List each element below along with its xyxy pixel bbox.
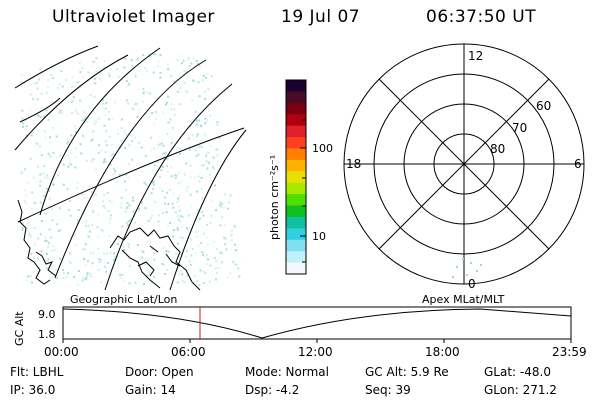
ip-status: IP: 36.0 bbox=[10, 383, 56, 397]
timeline-x-ticks bbox=[62, 339, 572, 343]
mlt-label-right: 6 bbox=[574, 157, 582, 171]
mode-status: Mode: Normal bbox=[245, 365, 329, 379]
color-scale-gradient bbox=[286, 80, 306, 275]
timeline-left-label: Geographic Lat/Lon bbox=[70, 293, 177, 306]
color-scale-tick-label: 100 bbox=[312, 142, 333, 155]
lat-label-70: 70 bbox=[512, 121, 527, 135]
mlt-label-bottom: 0 bbox=[468, 277, 476, 291]
color-scale-band bbox=[286, 91, 306, 104]
color-scale-band bbox=[286, 239, 306, 252]
color-scale-band bbox=[286, 80, 306, 92]
color-scale-band bbox=[286, 148, 306, 161]
mlt-label-left: 18 bbox=[346, 157, 361, 171]
color-scale-tick-label: 10 bbox=[312, 230, 326, 243]
seq-status: Seq: 39 bbox=[365, 383, 411, 397]
color-scale-band bbox=[286, 137, 306, 149]
lat-label-60: 60 bbox=[536, 99, 551, 113]
dsp-status: Dsp: -4.2 bbox=[245, 383, 300, 397]
timeline-y-axis-label: GC Alt bbox=[13, 311, 26, 346]
altitude-curve bbox=[62, 308, 572, 339]
filter-status: Flt: LBHL bbox=[10, 365, 64, 379]
timeline-x-tick-label: 06:00 bbox=[171, 345, 206, 359]
color-scale-frame bbox=[285, 79, 307, 275]
color-scale-unit-label: photon cm⁻²s⁻¹ bbox=[268, 155, 281, 240]
glon-status: GLon: 271.2 bbox=[484, 383, 557, 397]
color-scale-band bbox=[286, 228, 306, 241]
date-label: 19 Jul 07 bbox=[281, 7, 361, 27]
gain-status: Gain: 14 bbox=[125, 383, 176, 397]
color-scale-band bbox=[286, 159, 306, 172]
timeline-x-tick-label: 00:00 bbox=[44, 345, 79, 359]
time-label: 06:37:50 UT bbox=[426, 7, 537, 27]
polar-diagonal bbox=[378, 78, 550, 250]
glat-status: GLat: -48.0 bbox=[484, 365, 551, 379]
timeline-x-tick-label: 12:00 bbox=[298, 345, 333, 359]
timeline-y-tick: 9.0 bbox=[38, 308, 56, 321]
timeline-x-tick-label: 18:00 bbox=[425, 345, 460, 359]
color-scale-band bbox=[286, 262, 306, 275]
timeline-frame bbox=[62, 306, 572, 340]
polar-emission-speckle bbox=[452, 258, 482, 278]
color-scale-band bbox=[286, 251, 306, 264]
color-scale-band bbox=[286, 182, 306, 195]
color-scale-band bbox=[286, 205, 306, 218]
mlt-label-top: 12 bbox=[468, 49, 483, 63]
color-scale-band bbox=[286, 114, 306, 127]
color-scale-band bbox=[286, 171, 306, 184]
door-status: Door: Open bbox=[125, 365, 194, 379]
coastline bbox=[17, 199, 201, 291]
instrument-title: Ultraviolet Imager bbox=[52, 7, 215, 27]
color-scale-band bbox=[286, 125, 306, 138]
gc-alt-status: GC Alt: 5.9 Re bbox=[365, 365, 449, 379]
color-scale-band bbox=[286, 216, 306, 229]
lat-label-80: 80 bbox=[490, 142, 505, 156]
color-scale-band bbox=[286, 194, 306, 207]
timeline-x-tick-label: 23:59 bbox=[552, 345, 587, 359]
color-scale-band bbox=[286, 102, 306, 115]
timeline-y-tick: 1.8 bbox=[38, 328, 56, 341]
timeline-right-label: Apex MLat/MLT bbox=[422, 293, 505, 306]
